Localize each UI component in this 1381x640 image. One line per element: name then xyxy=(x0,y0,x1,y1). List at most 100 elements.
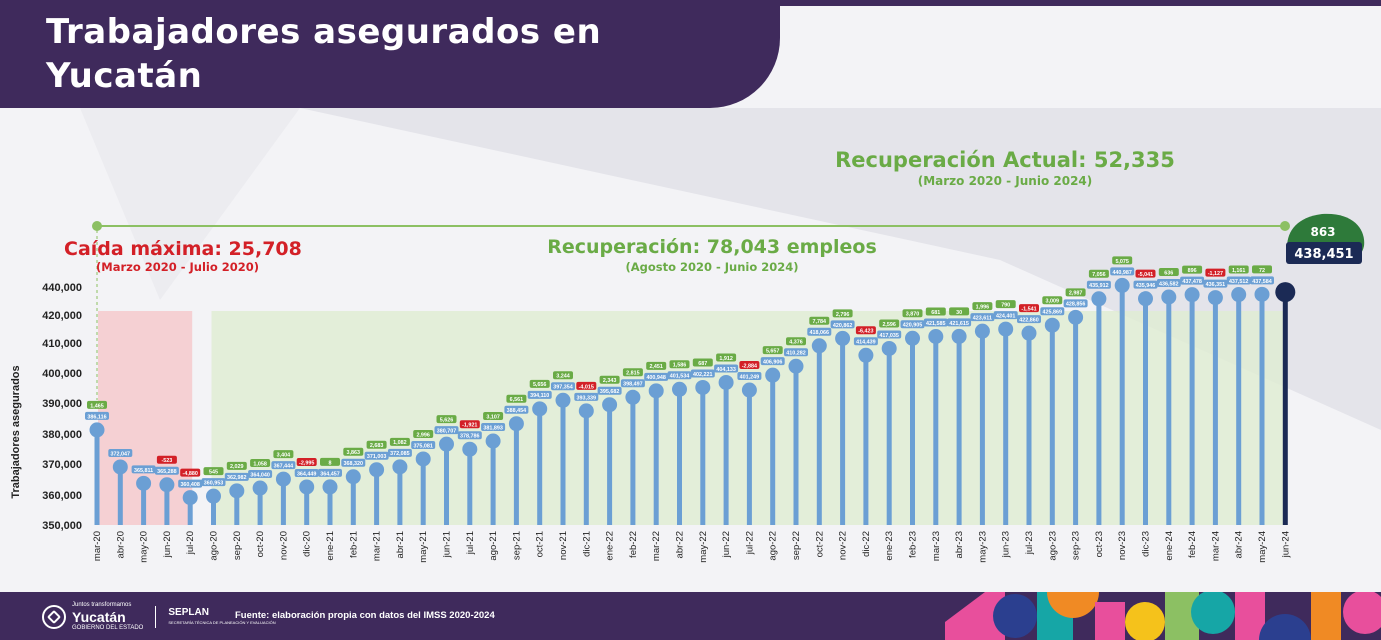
bar xyxy=(234,490,240,525)
x-tick-label: feb-23 xyxy=(908,531,919,558)
x-tick-label: dic-22 xyxy=(861,531,872,557)
value-label: 437,512 xyxy=(1229,279,1249,285)
value-label: 378,786 xyxy=(460,434,480,440)
value-label: 401,534 xyxy=(670,374,690,380)
bar-marker xyxy=(672,381,687,397)
value-label: 360,953 xyxy=(204,481,224,487)
change-label-box xyxy=(296,457,317,466)
change-label: -5,041 xyxy=(1138,272,1153,278)
change-label-box xyxy=(622,368,643,377)
value-label-box xyxy=(1133,280,1158,289)
bar-marker xyxy=(765,367,781,383)
change-label: 2,815 xyxy=(626,371,640,377)
bar xyxy=(1259,294,1265,525)
change-label: 3,404 xyxy=(277,452,291,458)
value-label: 397,354 xyxy=(553,385,573,391)
bar-marker xyxy=(928,328,944,344)
bar-marker xyxy=(206,488,221,504)
value-label-box xyxy=(294,468,319,477)
change-label: 790 xyxy=(1001,302,1010,308)
bar-marker xyxy=(1275,282,1296,303)
bar xyxy=(537,408,543,525)
change-label-box xyxy=(1019,304,1039,313)
value-label: 365,811 xyxy=(134,468,153,474)
value-label: 372,047 xyxy=(111,451,131,457)
change-label: 3,870 xyxy=(906,312,920,318)
x-tick-label: sep-23 xyxy=(1071,531,1082,560)
change-label-box xyxy=(250,459,271,468)
bar-marker xyxy=(369,462,385,478)
x-tick-label: jul-23 xyxy=(1024,531,1035,555)
value-label-box xyxy=(481,423,506,432)
bar xyxy=(840,338,846,525)
value-label: 436,582 xyxy=(1159,281,1179,287)
bar-marker xyxy=(1068,309,1084,325)
change-label-box xyxy=(576,381,597,390)
bar-marker xyxy=(625,389,641,405)
value-label-box xyxy=(201,478,226,487)
x-tick-label: feb-21 xyxy=(348,531,359,558)
caida-maxima-text: Caída máxima: 25,708 xyxy=(64,238,302,260)
title-banner: Trabajadores asegurados en Yucatán xyxy=(0,0,780,108)
change-label-box xyxy=(459,420,480,429)
bar xyxy=(374,469,380,525)
change-label-box xyxy=(506,394,527,403)
change-label: 3,863 xyxy=(347,450,361,456)
bar-marker xyxy=(182,490,198,506)
bar xyxy=(1236,294,1242,525)
x-tick-label: abr-22 xyxy=(675,531,686,558)
x-tick-label: jun-23 xyxy=(1001,531,1012,558)
x-tick-label: jun-22 xyxy=(721,531,732,558)
change-label-box xyxy=(343,447,364,456)
y-tick-label: 410,000 xyxy=(42,338,82,350)
bar xyxy=(467,449,473,525)
bg-facet-2 xyxy=(80,108,300,300)
bar-marker xyxy=(1138,291,1153,307)
change-label-box xyxy=(809,316,830,325)
caida-period: (Marzo 2020 - Julio 2020) xyxy=(96,260,259,274)
seplan-sub: SECRETARÍA TÉCNICA DE PLANEACIÓN Y EVALU… xyxy=(168,620,276,625)
bar xyxy=(770,375,776,525)
x-tick-label: abr-24 xyxy=(1234,531,1245,558)
change-label: 7,784 xyxy=(813,319,827,325)
bar xyxy=(1049,325,1055,525)
change-label-box xyxy=(972,302,993,311)
value-label: 417,035 xyxy=(879,333,899,339)
change-label: 5,657 xyxy=(766,349,780,355)
change-label-box xyxy=(995,300,1016,309)
x-tick-label: feb-24 xyxy=(1187,531,1198,558)
value-label: 364,457 xyxy=(320,471,340,477)
bar-marker xyxy=(415,451,431,467)
change-label: -1,541 xyxy=(1021,307,1036,313)
value-label: 414,439 xyxy=(856,340,876,346)
logo-name: Yucatán xyxy=(72,609,126,625)
value-label: 381,893 xyxy=(483,425,503,431)
bar xyxy=(490,441,496,525)
x-tick-label: sep-21 xyxy=(511,531,522,560)
value-label: 372,085 xyxy=(390,451,410,457)
x-tick-label: ene-22 xyxy=(605,531,616,561)
bar-marker xyxy=(555,392,571,408)
x-tick-label: feb-22 xyxy=(628,531,639,558)
title-line-1: Trabajadores asegurados en xyxy=(46,12,602,52)
change-label: 72 xyxy=(1259,268,1265,274)
change-label: 1,058 xyxy=(253,461,267,467)
change-label-box xyxy=(87,400,107,409)
change-label-box xyxy=(786,337,806,346)
bar xyxy=(933,336,939,525)
value-label-box xyxy=(504,405,529,414)
source-note: Fuente: elaboración propia con datos del… xyxy=(235,610,495,621)
x-tick-label: nov-23 xyxy=(1117,531,1128,560)
change-label: 5,075 xyxy=(1115,259,1129,265)
x-tick-label: jun-21 xyxy=(442,531,453,558)
recovery-line-end xyxy=(1280,221,1290,231)
value-label-box xyxy=(947,318,972,327)
change-label: 5,656 xyxy=(533,382,547,388)
change-label-box xyxy=(925,307,946,316)
bar xyxy=(397,466,403,525)
bar-marker xyxy=(532,401,548,417)
change-label: 2,029 xyxy=(230,464,244,470)
page-title: Trabajadores asegurados en Yucatán xyxy=(46,10,601,98)
change-label: -4,880 xyxy=(183,471,198,477)
change-label-box xyxy=(389,437,410,446)
